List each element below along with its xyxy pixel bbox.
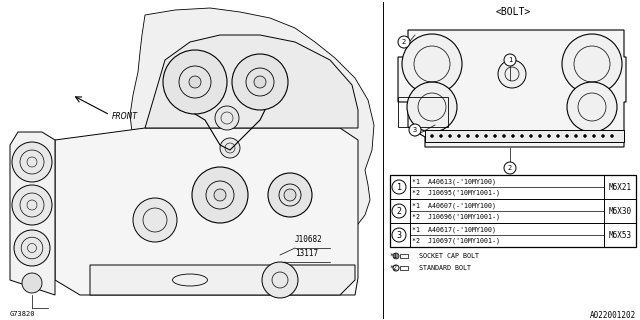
Circle shape [593, 134, 595, 138]
Circle shape [511, 134, 515, 138]
Circle shape [584, 134, 586, 138]
Text: *1  A40607(-'10MY100): *1 A40607(-'10MY100) [412, 202, 496, 209]
Text: SOCKET CAP BOLT: SOCKET CAP BOLT [411, 253, 479, 259]
Circle shape [476, 134, 479, 138]
Circle shape [602, 134, 605, 138]
Circle shape [284, 189, 296, 201]
Polygon shape [55, 128, 358, 295]
Circle shape [566, 134, 568, 138]
Circle shape [14, 230, 50, 266]
Circle shape [440, 134, 442, 138]
Circle shape [538, 134, 541, 138]
Polygon shape [130, 8, 374, 252]
Circle shape [220, 138, 240, 158]
Circle shape [529, 134, 532, 138]
Text: 2: 2 [508, 165, 512, 171]
Circle shape [567, 82, 617, 132]
Circle shape [484, 134, 488, 138]
Text: *2  J10697('10MY1001-): *2 J10697('10MY1001-) [412, 237, 500, 244]
Text: 1: 1 [397, 182, 401, 191]
Circle shape [392, 204, 406, 218]
Text: 2: 2 [397, 206, 401, 215]
Text: G73820: G73820 [10, 311, 35, 317]
Text: M6X30: M6X30 [609, 206, 632, 215]
Circle shape [504, 54, 516, 66]
Circle shape [502, 134, 506, 138]
Circle shape [449, 134, 451, 138]
Circle shape [409, 124, 421, 136]
Circle shape [575, 134, 577, 138]
Circle shape [562, 34, 622, 94]
Circle shape [504, 162, 516, 174]
Bar [425, 130, 624, 142]
Polygon shape [145, 35, 358, 128]
Bar [400, 254, 408, 258]
Circle shape [215, 106, 239, 130]
Circle shape [458, 134, 461, 138]
Bar [398, 97, 448, 127]
Text: 13117: 13117 [295, 249, 318, 258]
Text: J10682: J10682 [295, 235, 323, 244]
Text: *2  J10695('10MY1001-): *2 J10695('10MY1001-) [412, 189, 500, 196]
Text: M6X21: M6X21 [609, 182, 632, 191]
Circle shape [214, 189, 226, 201]
Bar [390, 175, 636, 247]
Polygon shape [90, 265, 355, 295]
Circle shape [493, 134, 497, 138]
Circle shape [133, 198, 177, 242]
Circle shape [520, 134, 524, 138]
Text: *2  J10696('10MY1001-): *2 J10696('10MY1001-) [412, 213, 500, 220]
Bar [400, 266, 408, 270]
Text: 2: 2 [402, 39, 406, 45]
Circle shape [393, 253, 399, 259]
Text: *1  A40617(-'10MY100): *1 A40617(-'10MY100) [412, 226, 496, 233]
Text: A022001202: A022001202 [589, 310, 636, 319]
Circle shape [392, 180, 406, 194]
Circle shape [611, 134, 614, 138]
Text: 3: 3 [413, 127, 417, 133]
Text: *2: *2 [390, 265, 398, 271]
Circle shape [547, 134, 550, 138]
Circle shape [467, 134, 470, 138]
Polygon shape [10, 132, 55, 295]
Text: *1  A40613(-'10MY100): *1 A40613(-'10MY100) [412, 178, 496, 185]
Circle shape [262, 262, 298, 298]
Text: 3: 3 [397, 230, 401, 239]
Circle shape [498, 60, 526, 88]
Circle shape [254, 76, 266, 88]
Polygon shape [398, 30, 626, 147]
Circle shape [22, 273, 42, 293]
Circle shape [407, 82, 457, 132]
Text: <BOLT>: <BOLT> [495, 7, 531, 17]
Circle shape [12, 142, 52, 182]
Text: STANDARD BOLT: STANDARD BOLT [411, 265, 471, 271]
Circle shape [398, 36, 410, 48]
Circle shape [431, 134, 433, 138]
Circle shape [163, 50, 227, 114]
Text: M6X53: M6X53 [609, 230, 632, 239]
Circle shape [192, 167, 248, 223]
Circle shape [402, 34, 462, 94]
Circle shape [232, 54, 288, 110]
Text: 1: 1 [508, 57, 512, 63]
Text: *1: *1 [390, 253, 398, 259]
Circle shape [392, 228, 406, 242]
Circle shape [12, 185, 52, 225]
Circle shape [557, 134, 559, 138]
Text: FRONT: FRONT [112, 112, 138, 121]
Circle shape [189, 76, 201, 88]
Circle shape [268, 173, 312, 217]
